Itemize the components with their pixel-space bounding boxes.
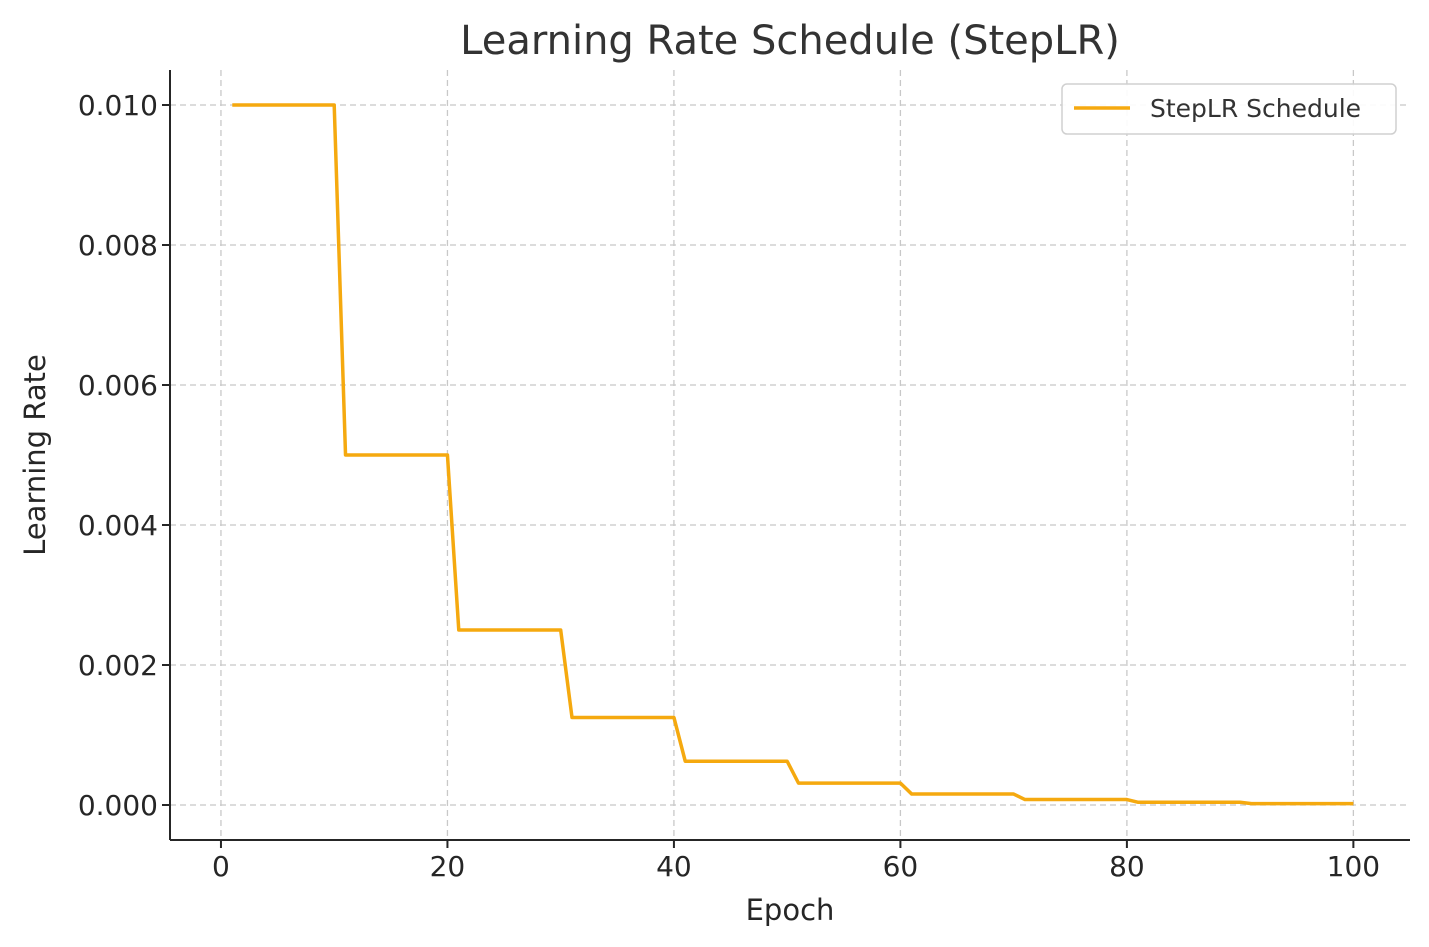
chart-title: Learning Rate Schedule (StepLR): [460, 18, 1120, 64]
x-axis-label: Epoch: [746, 893, 835, 927]
y-tick-label-5: 0.010: [78, 89, 158, 122]
y-tick-label-1: 0.002: [78, 649, 158, 682]
x-tick-label-3: 60: [883, 850, 919, 883]
legend-box: [1061, 83, 1397, 135]
x-tick-label-2: 40: [656, 850, 692, 883]
y-tick-label-4: 0.008: [78, 229, 158, 262]
y-axis-label: Learning Rate: [18, 354, 52, 556]
x-tick-label-1: 20: [430, 850, 466, 883]
legend: StepLR Schedule: [1061, 83, 1397, 135]
legend-label: StepLR Schedule: [1150, 94, 1361, 123]
y-tick-label-3: 0.006: [78, 369, 158, 402]
x-tick-label-0: 0: [212, 850, 230, 883]
series-layer: [232, 103, 1354, 806]
x-tick-label-4: 80: [1109, 850, 1145, 883]
series-line-0: [232, 103, 1354, 806]
x-axis-ticks: 0 20 40 60 80 100: [212, 840, 1380, 883]
y-axis-ticks: 0.000 0.002 0.004 0.006 0.008 0.010: [78, 89, 170, 822]
y-tick-label-0: 0.000: [78, 789, 158, 822]
y-tick-label-2: 0.004: [78, 509, 158, 542]
x-tick-label-5: 100: [1327, 850, 1380, 883]
axes: [169, 70, 1410, 841]
grid: [170, 70, 1410, 840]
